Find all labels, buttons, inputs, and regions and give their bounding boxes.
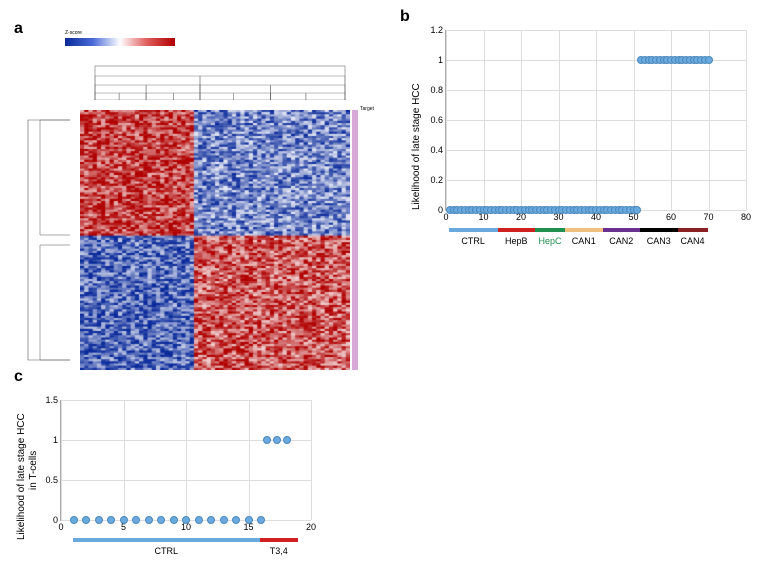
ytick: 1.5 <box>45 395 61 405</box>
data-point <box>170 516 178 524</box>
group-bar-HepB <box>498 228 536 232</box>
group-label-CAN3: CAN3 <box>647 236 671 246</box>
ytick: 0.5 <box>45 475 61 485</box>
data-point <box>120 516 128 524</box>
data-point <box>182 516 190 524</box>
heatmap-colorbar <box>65 38 175 46</box>
ytick: 0.4 <box>430 145 446 155</box>
group-bar-CAN2 <box>603 228 641 232</box>
panel-b: Likelihood of late stage HCC 00.20.40.60… <box>405 20 755 260</box>
data-point <box>195 516 203 524</box>
data-point <box>257 516 265 524</box>
ytick: 1.2 <box>430 25 446 35</box>
xtick: 80 <box>741 210 751 222</box>
group-bar-CAN3 <box>640 228 678 232</box>
ytick: 1 <box>438 55 446 65</box>
panel-b-ylabel: Likelihood of late stage HCC <box>411 83 422 210</box>
data-point <box>82 516 90 524</box>
group-bar-HepC <box>535 228 565 232</box>
data-point <box>633 206 641 214</box>
group-bar-CAN1 <box>565 228 603 232</box>
panel-c-label: c <box>14 368 23 386</box>
heatmap-column-labels <box>80 100 350 110</box>
data-point <box>95 516 103 524</box>
data-point <box>157 516 165 524</box>
data-point <box>263 436 271 444</box>
panel-b-chart: 00.20.40.60.811.201020304050607080 <box>445 30 746 211</box>
data-point <box>70 516 78 524</box>
data-point <box>705 56 713 64</box>
group-label-CTRL: CTRL <box>154 546 178 556</box>
data-point <box>273 436 281 444</box>
panel-c-group-legend: CTRL T3,4 <box>60 538 310 568</box>
heatmap <box>80 110 350 370</box>
xtick: 60 <box>666 210 676 222</box>
group-label-CTRL: CTRL <box>461 236 485 246</box>
data-point <box>283 436 291 444</box>
data-point <box>145 516 153 524</box>
target-label: Target <box>360 106 374 112</box>
group-label-T34: T3,4 <box>270 546 288 556</box>
panel-c: Likelihood of late stage HCC in T-cells … <box>20 390 340 570</box>
dendrogram-top <box>90 62 350 100</box>
group-label-CAN1: CAN1 <box>572 236 596 246</box>
panel-a: Z-score Target <box>10 30 350 340</box>
group-label-HepB: HepB <box>505 236 528 246</box>
group-label-HepC: HepC <box>538 236 561 246</box>
group-bar-T34 <box>260 538 298 542</box>
group-bar-CAN4 <box>678 228 708 232</box>
ytick: 0.2 <box>430 175 446 185</box>
group-bar-CTRL <box>73 538 261 542</box>
data-point <box>207 516 215 524</box>
ytick: 0.6 <box>430 115 446 125</box>
target-bar <box>352 110 358 370</box>
data-point <box>232 516 240 524</box>
xtick: 70 <box>703 210 713 222</box>
group-label-CAN4: CAN4 <box>680 236 704 246</box>
data-point <box>132 516 140 524</box>
ytick: 0.8 <box>430 85 446 95</box>
group-bar-CTRL <box>449 228 498 232</box>
xtick: 0 <box>58 520 63 532</box>
dendrogram-left <box>20 110 70 370</box>
ytick: 1 <box>53 435 61 445</box>
group-label-CAN2: CAN2 <box>609 236 633 246</box>
panel-c-ylabel-1: Likelihood of late stage HCC <box>16 413 27 540</box>
colorbar-title: Z-score <box>65 30 82 36</box>
data-point <box>245 516 253 524</box>
data-point <box>107 516 115 524</box>
panel-c-chart: 00.511.505101520 <box>60 400 311 521</box>
panel-c-ylabel-2: in T-cells <box>28 451 39 490</box>
panel-b-group-legend: CTRL HepB HepC CAN1 CAN2 CAN3 CAN4 <box>445 228 745 258</box>
xtick: 20 <box>306 520 316 532</box>
data-point <box>220 516 228 524</box>
